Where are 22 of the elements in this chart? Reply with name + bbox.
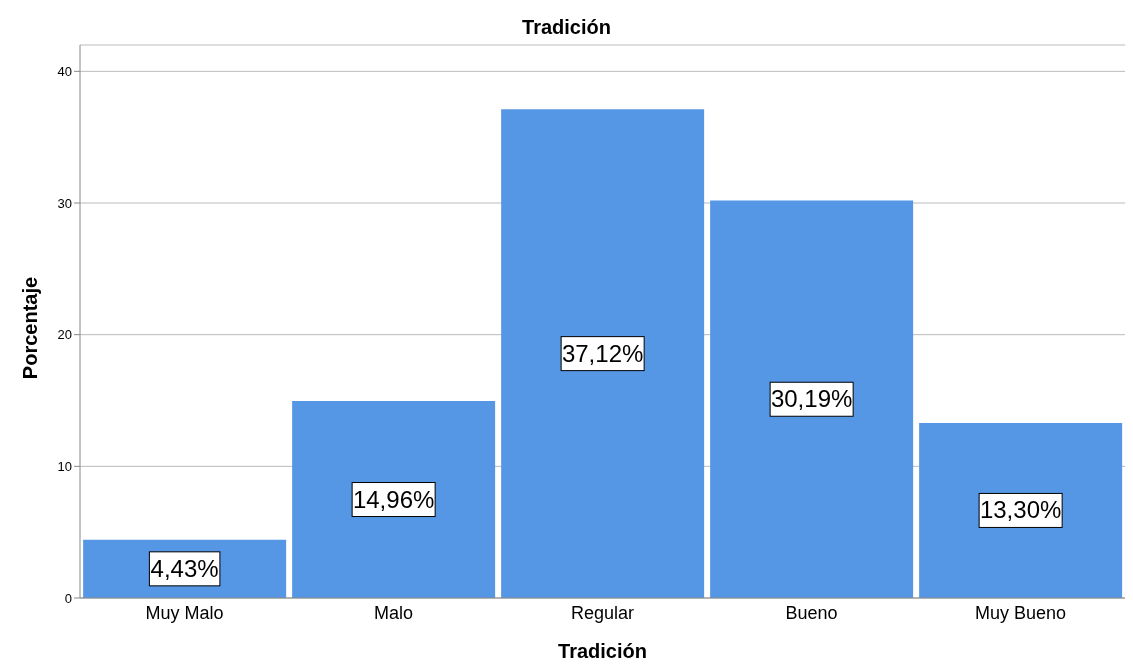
y-tick-label: 40: [57, 63, 72, 79]
y-tick-label: 20: [57, 327, 72, 343]
x-axis-title: Tradición: [557, 640, 648, 663]
data-label: 13,30%: [979, 496, 1062, 524]
x-tick-label: Muy Bueno: [974, 602, 1067, 623]
data-label: 37,12%: [561, 339, 644, 367]
bar: [919, 422, 1123, 598]
data-label: 14,96%: [352, 485, 435, 513]
y-tick-label: 30: [57, 195, 72, 211]
bar: [292, 401, 496, 598]
data-label: 30,19%: [770, 385, 853, 413]
x-tick-label: Bueno: [785, 602, 838, 623]
x-tick-label: Muy Malo: [145, 602, 224, 623]
y-axis-title: Porcentaje: [18, 276, 42, 380]
chart-title: Tradición: [521, 16, 612, 39]
x-tick-label: Regular: [570, 602, 635, 623]
x-tick-label: Malo: [373, 602, 414, 623]
bar: [501, 109, 705, 598]
bar: [710, 200, 914, 598]
data-label: 4,43%: [150, 554, 219, 582]
y-tick-label: 10: [57, 458, 72, 474]
y-tick-label: 0: [64, 590, 72, 606]
